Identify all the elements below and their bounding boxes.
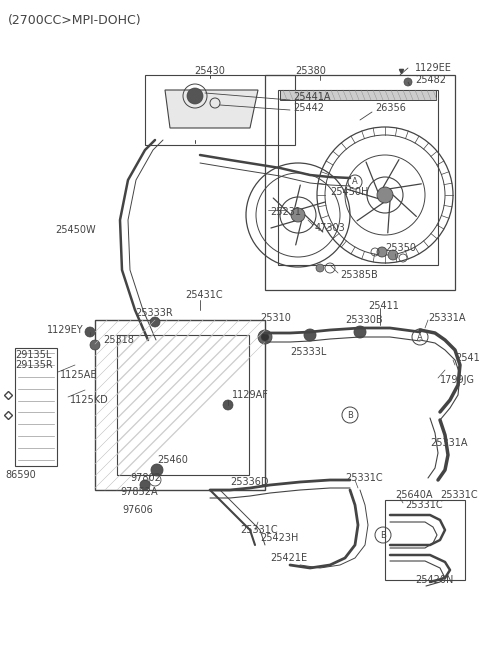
Text: 25423H: 25423H xyxy=(260,533,299,543)
Circle shape xyxy=(304,329,316,341)
Text: 25331A: 25331A xyxy=(430,438,468,448)
Text: 97802: 97802 xyxy=(130,473,161,483)
Text: 25431C: 25431C xyxy=(185,290,223,300)
Circle shape xyxy=(291,208,305,222)
Text: 97852A: 97852A xyxy=(120,487,157,497)
Polygon shape xyxy=(280,90,436,100)
Text: 25331A: 25331A xyxy=(428,313,466,323)
Text: 25333L: 25333L xyxy=(290,347,326,357)
Circle shape xyxy=(388,250,398,260)
Text: 25420N: 25420N xyxy=(415,575,454,585)
Text: 1799JG: 1799JG xyxy=(440,375,475,385)
Text: 25330B: 25330B xyxy=(345,315,383,325)
Text: 25350: 25350 xyxy=(385,243,416,253)
Text: (2700CC>MPI-DOHC): (2700CC>MPI-DOHC) xyxy=(8,14,142,27)
Text: 25430: 25430 xyxy=(194,66,226,76)
Text: 25421E: 25421E xyxy=(270,553,307,563)
Text: 25441A: 25441A xyxy=(293,92,331,102)
Text: 25331C: 25331C xyxy=(240,525,277,535)
Circle shape xyxy=(223,400,233,410)
Bar xyxy=(385,500,465,580)
Bar xyxy=(15,348,57,466)
Circle shape xyxy=(258,330,272,344)
Text: 25333R: 25333R xyxy=(135,308,173,318)
Circle shape xyxy=(404,78,412,86)
Text: 25331C: 25331C xyxy=(440,490,478,500)
Text: 25640A: 25640A xyxy=(395,490,432,500)
Circle shape xyxy=(377,247,387,257)
Text: 1129EE: 1129EE xyxy=(415,63,452,73)
Text: 25331C: 25331C xyxy=(405,500,443,510)
Circle shape xyxy=(261,333,269,341)
Bar xyxy=(265,75,455,290)
Circle shape xyxy=(316,264,324,272)
Text: 97606: 97606 xyxy=(122,505,153,515)
Bar xyxy=(145,75,295,145)
Text: B: B xyxy=(347,411,353,419)
Bar xyxy=(117,335,249,475)
Text: 86590: 86590 xyxy=(5,470,36,480)
Text: 25331C: 25331C xyxy=(345,473,383,483)
Text: 25442: 25442 xyxy=(293,103,324,113)
Text: 25318: 25318 xyxy=(103,335,134,345)
Text: 25450W: 25450W xyxy=(55,225,96,235)
Text: 25385B: 25385B xyxy=(340,270,378,280)
Circle shape xyxy=(140,480,150,490)
Circle shape xyxy=(90,340,100,350)
Text: 1125AE: 1125AE xyxy=(60,370,97,380)
Text: 25231: 25231 xyxy=(270,207,301,217)
Circle shape xyxy=(377,187,393,203)
Text: 1129EY: 1129EY xyxy=(47,325,84,335)
Text: 47303: 47303 xyxy=(315,223,346,233)
Text: B: B xyxy=(380,530,386,540)
Text: A: A xyxy=(352,177,358,186)
Text: 25411: 25411 xyxy=(368,301,399,311)
Text: 1125KD: 1125KD xyxy=(70,395,109,405)
Circle shape xyxy=(151,464,163,476)
Circle shape xyxy=(150,317,160,327)
Text: 29135R: 29135R xyxy=(15,360,53,370)
Text: 26356: 26356 xyxy=(375,103,406,113)
Circle shape xyxy=(354,326,366,338)
Text: A: A xyxy=(417,332,423,341)
Polygon shape xyxy=(165,90,258,128)
Text: 25482: 25482 xyxy=(415,75,446,85)
Text: 1129AF: 1129AF xyxy=(232,390,269,400)
Text: 25380: 25380 xyxy=(295,66,326,76)
Circle shape xyxy=(85,327,95,337)
Text: 25310: 25310 xyxy=(260,313,291,323)
Text: 25460: 25460 xyxy=(157,455,188,465)
Text: 29135L: 29135L xyxy=(15,350,51,360)
Text: 25336D: 25336D xyxy=(230,477,268,487)
Bar xyxy=(95,320,265,490)
Text: 25450H: 25450H xyxy=(330,187,368,197)
Text: 25412A: 25412A xyxy=(455,353,480,363)
Bar xyxy=(278,90,438,265)
Circle shape xyxy=(187,88,203,104)
